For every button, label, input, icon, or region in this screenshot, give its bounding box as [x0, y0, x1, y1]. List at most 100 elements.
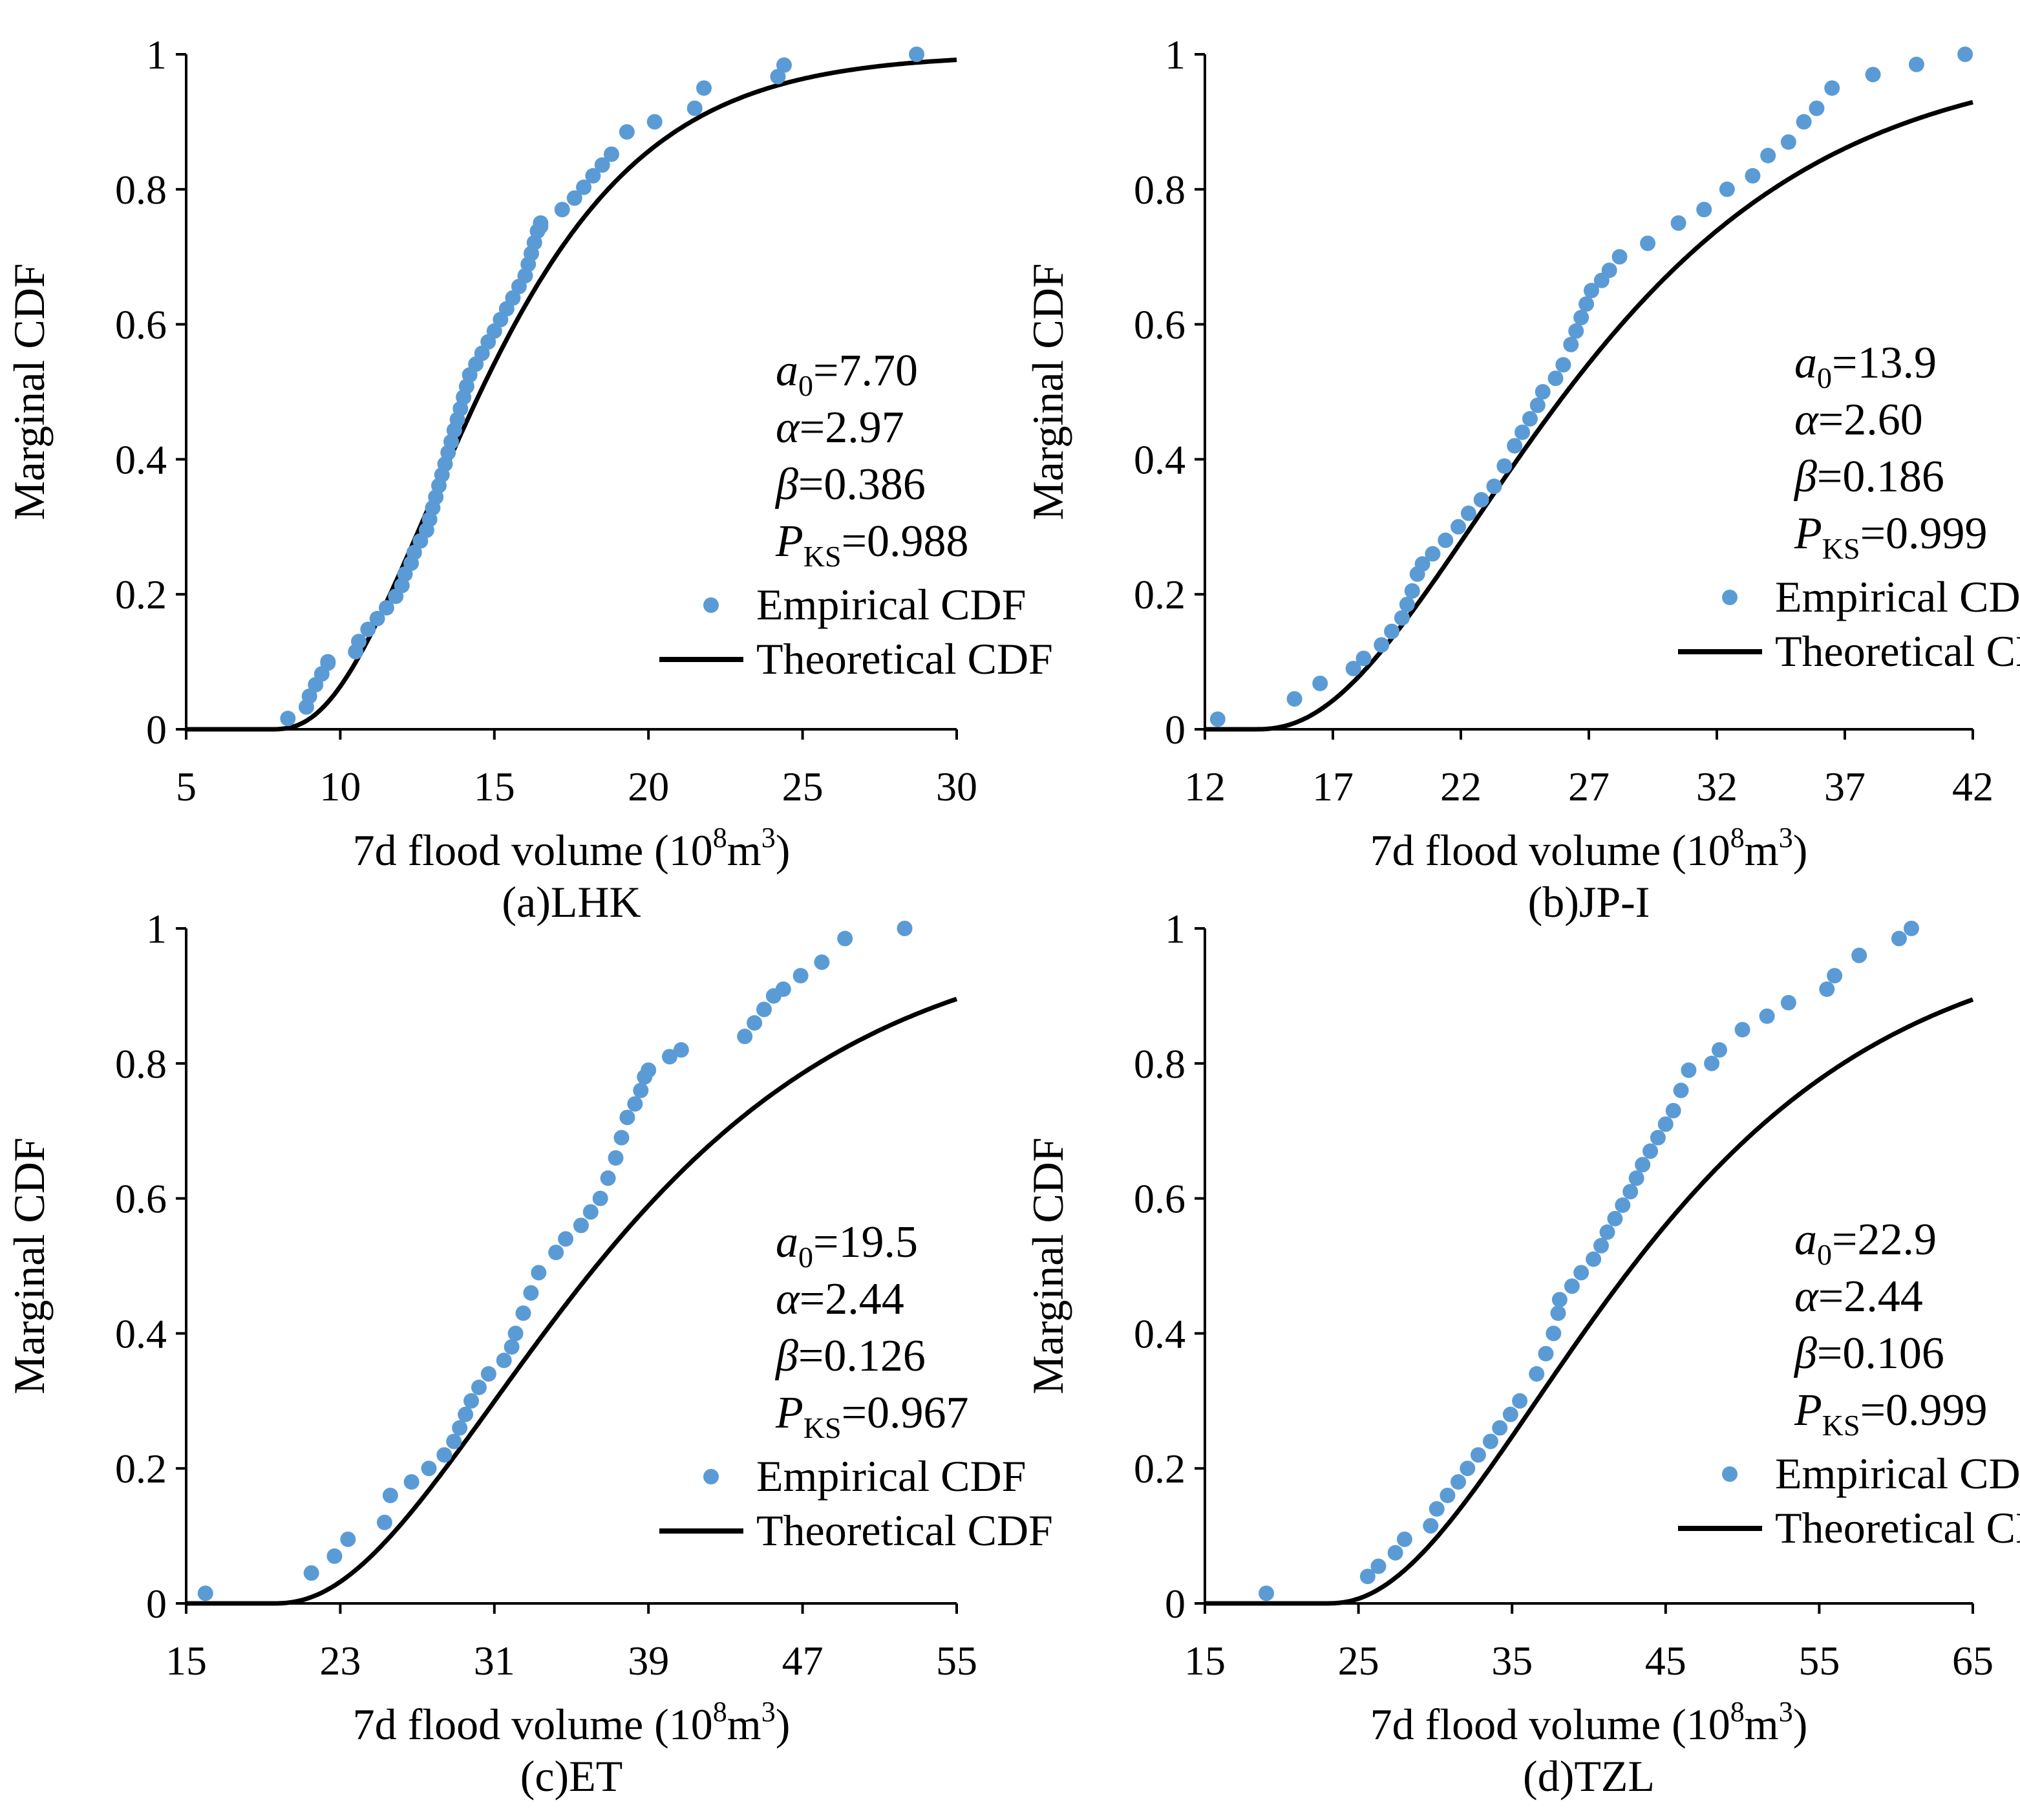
empirical-cdf-point [837, 930, 853, 947]
empirical-cdf-point [1396, 1531, 1412, 1547]
empirical-cdf-point [1564, 1278, 1580, 1294]
empirical-cdf-point [458, 1406, 474, 1422]
param-beta: =0.186 [1817, 452, 1944, 502]
empirical-cdf-point [1507, 438, 1523, 454]
empirical-cdf-point [619, 1109, 635, 1126]
empirical-cdf-point [775, 981, 791, 997]
param-beta: =0.106 [1817, 1329, 1944, 1378]
empirical-cdf-point [1628, 1170, 1644, 1186]
empirical-cdf-point [486, 323, 502, 339]
y-tick-label: 1 [146, 906, 167, 952]
legend-empirical-marker [1722, 590, 1738, 605]
empirical-cdf-point [1615, 1197, 1631, 1214]
empirical-cdf-point [1482, 1433, 1498, 1450]
y-tick-label: 0.2 [1134, 1446, 1185, 1492]
empirical-cdf-point [1719, 181, 1735, 197]
x-axis-label-unit: m [1745, 826, 1779, 875]
empirical-cdf-point [1529, 1366, 1545, 1382]
empirical-cdf-point [627, 1096, 643, 1112]
empirical-cdf-point [403, 1474, 420, 1490]
param-a0-sub: 0 [1817, 361, 1832, 394]
param-beta-sym: β [774, 1331, 798, 1381]
x-tick-label: 31 [474, 1638, 515, 1684]
empirical-cdf-point [1387, 1545, 1403, 1561]
empirical-cdf-point [360, 621, 376, 637]
param-a0: =7.70 [813, 346, 918, 396]
x-axis-label-text: 7d flood volume (10 [1370, 826, 1730, 875]
x-tick-label: 15 [474, 764, 515, 809]
empirical-cdf-point [1551, 1292, 1568, 1308]
theoretical-cdf-line [1205, 100, 1973, 732]
param-line: a0=19.5 [776, 1217, 918, 1274]
x-tick-label: 20 [628, 764, 669, 809]
empirical-cdf-point [1374, 637, 1390, 653]
param-line: α=2.60 [1794, 395, 1923, 445]
empirical-cdf-point [1583, 283, 1599, 299]
empirical-cdf-point [505, 290, 521, 306]
x-axis-label: 7d flood volume (108m3) [1370, 822, 1808, 875]
theoretical-cdf-line [186, 996, 958, 1606]
empirical-cdf-point [1312, 676, 1328, 692]
empirical-cdf-point [382, 1487, 398, 1503]
empirical-cdf-point [1535, 384, 1551, 400]
empirical-cdf-point [1473, 492, 1489, 508]
empirical-cdf-point [515, 1305, 531, 1322]
param-a0: =13.9 [1832, 338, 1937, 388]
empirical-cdf-point [1851, 947, 1867, 963]
empirical-cdf-point [496, 1353, 512, 1369]
empirical-cdf-point [446, 1433, 462, 1450]
empirical-cdf-point [1957, 47, 1973, 62]
param-line: PKS=0.988 [775, 517, 969, 573]
y-tick-label: 0.8 [115, 1041, 167, 1087]
empirical-cdf-point [573, 1217, 589, 1234]
y-axis-label: Marginal CDF [1023, 1137, 1072, 1394]
empirical-cdf-point [814, 954, 830, 970]
x-tick-label: 22 [1440, 764, 1482, 809]
empirical-cdf-point [909, 47, 925, 62]
empirical-cdf-point [378, 600, 394, 616]
empirical-cdf-point [1425, 546, 1441, 562]
empirical-cdf-point [1423, 1517, 1439, 1534]
x-tick-label: 30 [936, 764, 977, 809]
empirical-cdf-point [1451, 1474, 1467, 1490]
empirical-cdf-point [1538, 1345, 1554, 1362]
empirical-cdf-point [1486, 478, 1502, 495]
y-axis-label: Marginal CDF [5, 263, 54, 520]
empirical-cdf-point [1573, 310, 1589, 326]
empirical-cdf-point [1460, 1461, 1476, 1477]
empirical-cdf-point [554, 202, 570, 218]
param-alpha-sym: α [776, 1274, 800, 1324]
empirical-cdf-point [1670, 215, 1686, 231]
param-beta: =0.386 [798, 460, 926, 509]
x-tick-label: 15 [165, 1638, 207, 1684]
y-tick-label: 0.8 [1134, 1041, 1185, 1087]
empirical-cdf-point [641, 1062, 657, 1078]
empirical-cdf-point [585, 167, 601, 184]
empirical-cdf-point [1903, 921, 1919, 936]
empirical-cdf-point [1404, 583, 1420, 599]
empirical-cdf-point [1515, 424, 1531, 440]
empirical-cdf-point [1640, 235, 1656, 252]
y-tick-label: 0.6 [115, 302, 167, 348]
x-tick-label: 45 [1645, 1638, 1686, 1684]
param-alpha: =2.44 [1818, 1272, 1923, 1322]
chart-panel-3: 0 0.2 0.4 0.6 0.8 1 15 25 35 45 55 65 Marginal CDF 7d… [1023, 906, 2020, 1801]
param-beta-sym: β [774, 460, 798, 509]
x-tick-label: 47 [782, 1638, 824, 1684]
empirical-cdf-point [1657, 1116, 1674, 1132]
empirical-cdf-point [1384, 623, 1400, 639]
empirical-cdf-point [1650, 1129, 1666, 1146]
empirical-cdf-point [1555, 357, 1571, 373]
empirical-cdf-point [1760, 147, 1776, 164]
param-pks-sub: KS [1822, 532, 1860, 565]
empirical-cdf-point [747, 1015, 763, 1031]
param-line: PKS=0.999 [1794, 509, 1988, 565]
x-tick-label: 55 [936, 1638, 977, 1684]
x-axis-label-text: 7d flood volume (10 [353, 1700, 713, 1749]
empirical-cdf-point [280, 711, 296, 727]
empirical-cdf-point [1759, 1008, 1775, 1024]
empirical-cdf-point [600, 1170, 616, 1186]
empirical-cdf-point [474, 345, 490, 361]
x-tick-label: 32 [1696, 764, 1738, 809]
